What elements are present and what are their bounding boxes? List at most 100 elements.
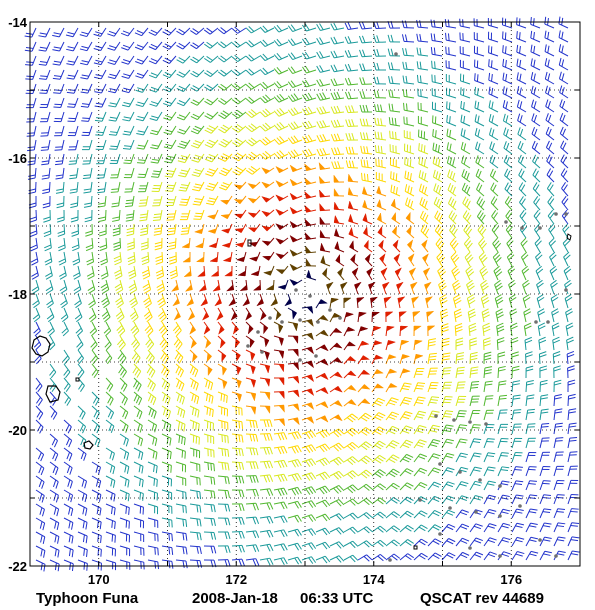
wind-barb [132,363,142,378]
wind-barb [459,46,471,57]
wind-barb [459,73,471,85]
wind-barb [189,391,200,405]
wind-barb [329,555,345,563]
wind-barb [219,181,233,191]
wind-barb [203,489,216,499]
wind-barb [330,91,345,101]
wind-barb [231,40,247,48]
wind-barb [553,508,566,519]
wind-barb [345,146,359,155]
wind-barb [315,541,331,550]
wind-barb [503,141,513,155]
wind-barb [45,265,53,280]
wind-barb [97,195,107,208]
wind-barb [287,52,303,61]
wind-barb [156,279,165,294]
wind-barb [135,111,149,122]
rain-flag [484,422,488,426]
wind-barb [407,239,415,253]
wind-barb [95,139,107,151]
rain-flag [394,52,398,56]
wind-barb [412,311,421,323]
wind-barb [203,531,217,540]
wind-barb [469,466,482,477]
wind-barb [530,58,541,71]
rain-flag [418,498,422,502]
wind-barb [128,279,138,294]
wind-barb [245,123,261,133]
wind-barb [46,293,54,309]
wind-barb [189,321,196,335]
wind-barb [65,27,79,38]
wind-barb [427,410,440,421]
wind-barb [316,106,331,115]
rain-flag [554,554,558,558]
wind-barb [133,419,143,433]
wind-barb [164,153,177,164]
wind-barb [445,74,457,85]
wind-barb [392,239,401,253]
wind-barb [233,209,247,219]
wind-barb [497,365,506,379]
wind-barb [31,265,39,280]
wind-barb [217,531,231,540]
wind-barb [82,167,93,180]
wind-barb [552,351,561,365]
wind-barb [175,503,187,514]
wind-barb [204,83,219,92]
wind-barb [476,182,485,197]
wind-barb [413,524,428,533]
wind-barb [189,545,202,555]
wind-barb [488,127,499,141]
wind-barb [163,139,177,150]
wind-barb [413,481,428,491]
wind-barb [497,452,509,463]
wind-barb [383,296,392,309]
wind-barb [59,279,68,294]
wind-barb [63,391,72,406]
wind-barb [315,457,331,467]
wind-barb [273,349,285,360]
wind-barb [334,227,345,239]
wind-barb [449,237,459,253]
wind-barb [490,196,499,211]
wind-barb [331,147,345,156]
island-outline [413,545,418,550]
wind-barb [161,475,173,487]
wind-barb [387,48,401,57]
wind-barb [133,447,144,460]
wind-barb [455,452,468,463]
wind-barb [345,119,359,127]
wind-barb [477,223,487,239]
wind-barb [100,265,109,280]
wind-barb [371,539,387,547]
wind-barb [273,321,284,334]
wind-barb [259,446,273,455]
wind-barb [516,99,527,113]
wind-barb [275,251,289,260]
wind-barb [427,338,437,351]
wind-barb [326,281,334,295]
wind-barb [289,206,303,215]
wind-barb [259,529,274,538]
wind-barb [184,279,193,292]
wind-barb [402,89,415,99]
rain-flag [458,470,462,474]
wind-barb [189,405,200,418]
rain-flag [298,358,302,362]
wind-barb [60,293,68,309]
wind-barb [204,111,219,120]
wind-barb [91,489,102,502]
island-outline [45,385,61,403]
wind-barb [35,377,43,393]
wind-barb [88,307,97,323]
wind-barb [112,209,121,222]
wind-barb [504,182,513,197]
wind-barb [345,132,359,141]
wind-barb [81,111,93,122]
wind-barb [413,453,427,463]
wind-barb [119,391,128,406]
wind-barb [418,143,429,155]
wind-barb [374,104,387,113]
wind-barb [175,531,188,541]
